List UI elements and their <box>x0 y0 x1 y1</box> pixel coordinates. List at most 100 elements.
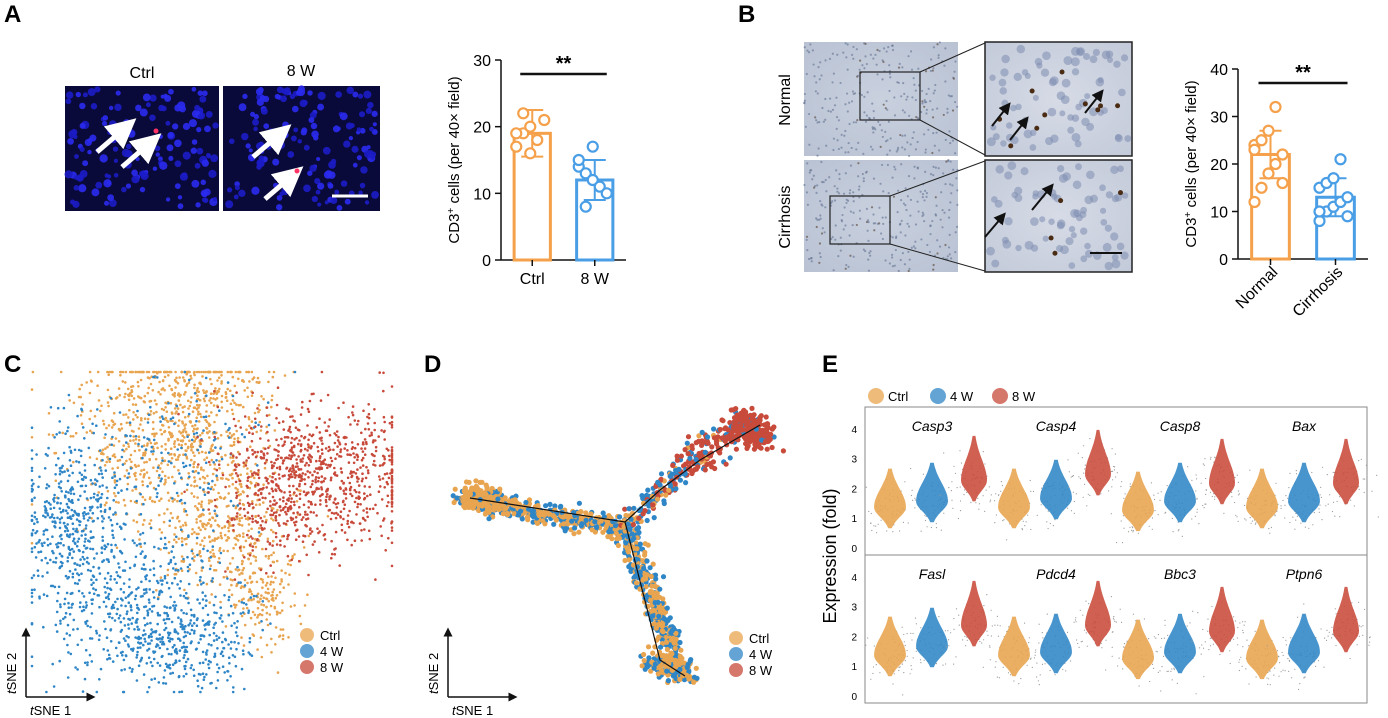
a-xtick-label: Ctrl <box>520 271 545 288</box>
x-axis-label-c: tSNE 1 <box>30 703 71 718</box>
tissue-texture <box>803 41 1132 273</box>
b-data-point <box>1276 148 1289 161</box>
a-data-point <box>510 140 523 153</box>
b-data-point <box>1276 176 1289 190</box>
b-data-point <box>1313 205 1326 218</box>
gene-label: Bax <box>1292 418 1317 434</box>
arrow-icon <box>984 212 1006 238</box>
b-data-point <box>1327 172 1340 185</box>
violin <box>1246 468 1278 529</box>
violin <box>874 616 906 677</box>
b-data-point <box>1262 124 1275 137</box>
violin <box>1085 580 1111 647</box>
gene-label: Bbc3 <box>1164 566 1196 582</box>
b-data-point <box>1255 134 1268 147</box>
legend-label: 8 W <box>320 660 344 675</box>
violin-ytick-label: 2 <box>851 484 857 495</box>
violin <box>1040 613 1072 674</box>
b-ytick-label: 40 <box>1210 62 1228 79</box>
panel-letter-c: C <box>4 351 21 378</box>
b-xtick-label: Normal <box>1233 264 1281 312</box>
b-ytick-label: 10 <box>1210 205 1228 222</box>
violin <box>1333 586 1359 653</box>
b-data-point <box>1341 210 1354 223</box>
bar-chart-b: 0 10 20 30 40 CD3+ cells (per 40× field) Norma… <box>1183 62 1368 321</box>
a-ytick-label: 0 <box>482 253 491 270</box>
roi-box-cirrhosis <box>829 195 891 245</box>
violin <box>1085 429 1111 496</box>
a-data-point <box>524 147 537 160</box>
panel-letter-b: B <box>738 1 755 28</box>
b-significance-mark: ** <box>1295 62 1311 84</box>
a-ytick-label: 30 <box>473 53 491 70</box>
gene-label: Casp8 <box>1160 418 1201 434</box>
violin-ytick-label: 1 <box>851 514 857 525</box>
gene-label: Casp4 <box>1036 418 1077 434</box>
arrow-icon <box>95 118 137 154</box>
row-label-normal: Normal <box>777 74 794 126</box>
a-significance-mark: ** <box>556 53 572 75</box>
a-xtick-label: 8 W <box>581 271 610 288</box>
y-axis-label-e: Expression (fold) <box>820 488 840 623</box>
panel-letter-d: D <box>424 351 441 378</box>
violin <box>1122 471 1154 532</box>
b-data-point <box>1248 143 1261 156</box>
violin-ytick-label: 3 <box>851 603 857 614</box>
legend-label: 4 W <box>749 647 773 662</box>
violin <box>916 607 948 668</box>
trajectory-line <box>624 521 686 677</box>
roi-box-normal <box>859 71 921 121</box>
b-ytick-label: 20 <box>1210 157 1228 174</box>
violin <box>916 462 948 523</box>
gene-label: Casp3 <box>912 418 953 434</box>
legend-label: 8 W <box>749 663 773 678</box>
y-axis-label-d: tSNE 2 <box>426 653 441 694</box>
violin <box>1164 462 1196 523</box>
arrow-icon <box>251 124 292 159</box>
arrow-icon <box>991 102 1011 127</box>
row-label-cirrhosis: Cirrhosis <box>777 185 794 248</box>
a-data-point <box>517 107 530 120</box>
legend-label: 8 W <box>1012 389 1036 404</box>
micro-label-ctrl: Ctrl <box>130 65 155 82</box>
legend-swatch <box>992 388 1008 404</box>
a-data-point <box>586 173 599 187</box>
b-y-axis-label: CD3+ cells (per 40× field) <box>1183 80 1201 247</box>
violin <box>1333 438 1359 505</box>
legend-swatch <box>729 631 743 645</box>
legend-label: Ctrl <box>749 631 769 646</box>
tissue-normal-low <box>804 42 958 156</box>
gene-label: Fasl <box>919 566 946 582</box>
a-y-axis-label: CD3+ cells (per 40× field) <box>446 76 464 243</box>
violin-ytick-label: 4 <box>851 573 857 584</box>
violin-ytick-label: 3 <box>851 455 857 466</box>
micro-label-8w: 8 W <box>287 63 316 80</box>
a-ytick-label: 20 <box>473 120 491 137</box>
legend-label: 4 W <box>950 389 974 404</box>
violin <box>961 435 987 502</box>
a-data-point <box>593 180 606 193</box>
arrow-icon <box>120 133 162 169</box>
violin-ytick-label: 4 <box>851 425 857 436</box>
tsne-scatter-c <box>30 370 394 694</box>
violin <box>998 468 1030 529</box>
violin <box>998 616 1030 677</box>
trajectory-line <box>469 424 761 523</box>
violin-ytick-label: 2 <box>851 632 857 643</box>
a-data-point <box>586 140 599 153</box>
gene-label: Ptpn6 <box>1286 566 1323 582</box>
violin <box>1040 459 1072 520</box>
arrow-icon <box>263 166 304 201</box>
violin-ytick-label: 0 <box>851 544 857 555</box>
violin <box>1209 586 1235 653</box>
legend-e: Ctrl 4 W 8 W <box>868 388 1036 404</box>
b-data-point <box>1341 191 1354 204</box>
violin <box>874 468 906 529</box>
arrow-icon <box>1084 89 1104 114</box>
b-data-point <box>1269 157 1282 171</box>
b-xtick-label: Cirrhosis <box>1290 264 1347 321</box>
y-axis-label-c: tSNE 2 <box>4 653 19 694</box>
